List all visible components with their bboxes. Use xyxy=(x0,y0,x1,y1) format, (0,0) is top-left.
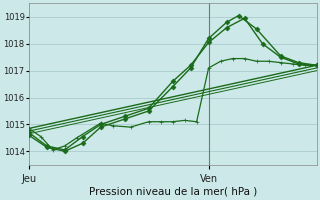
X-axis label: Pression niveau de la mer( hPa ): Pression niveau de la mer( hPa ) xyxy=(89,187,257,197)
